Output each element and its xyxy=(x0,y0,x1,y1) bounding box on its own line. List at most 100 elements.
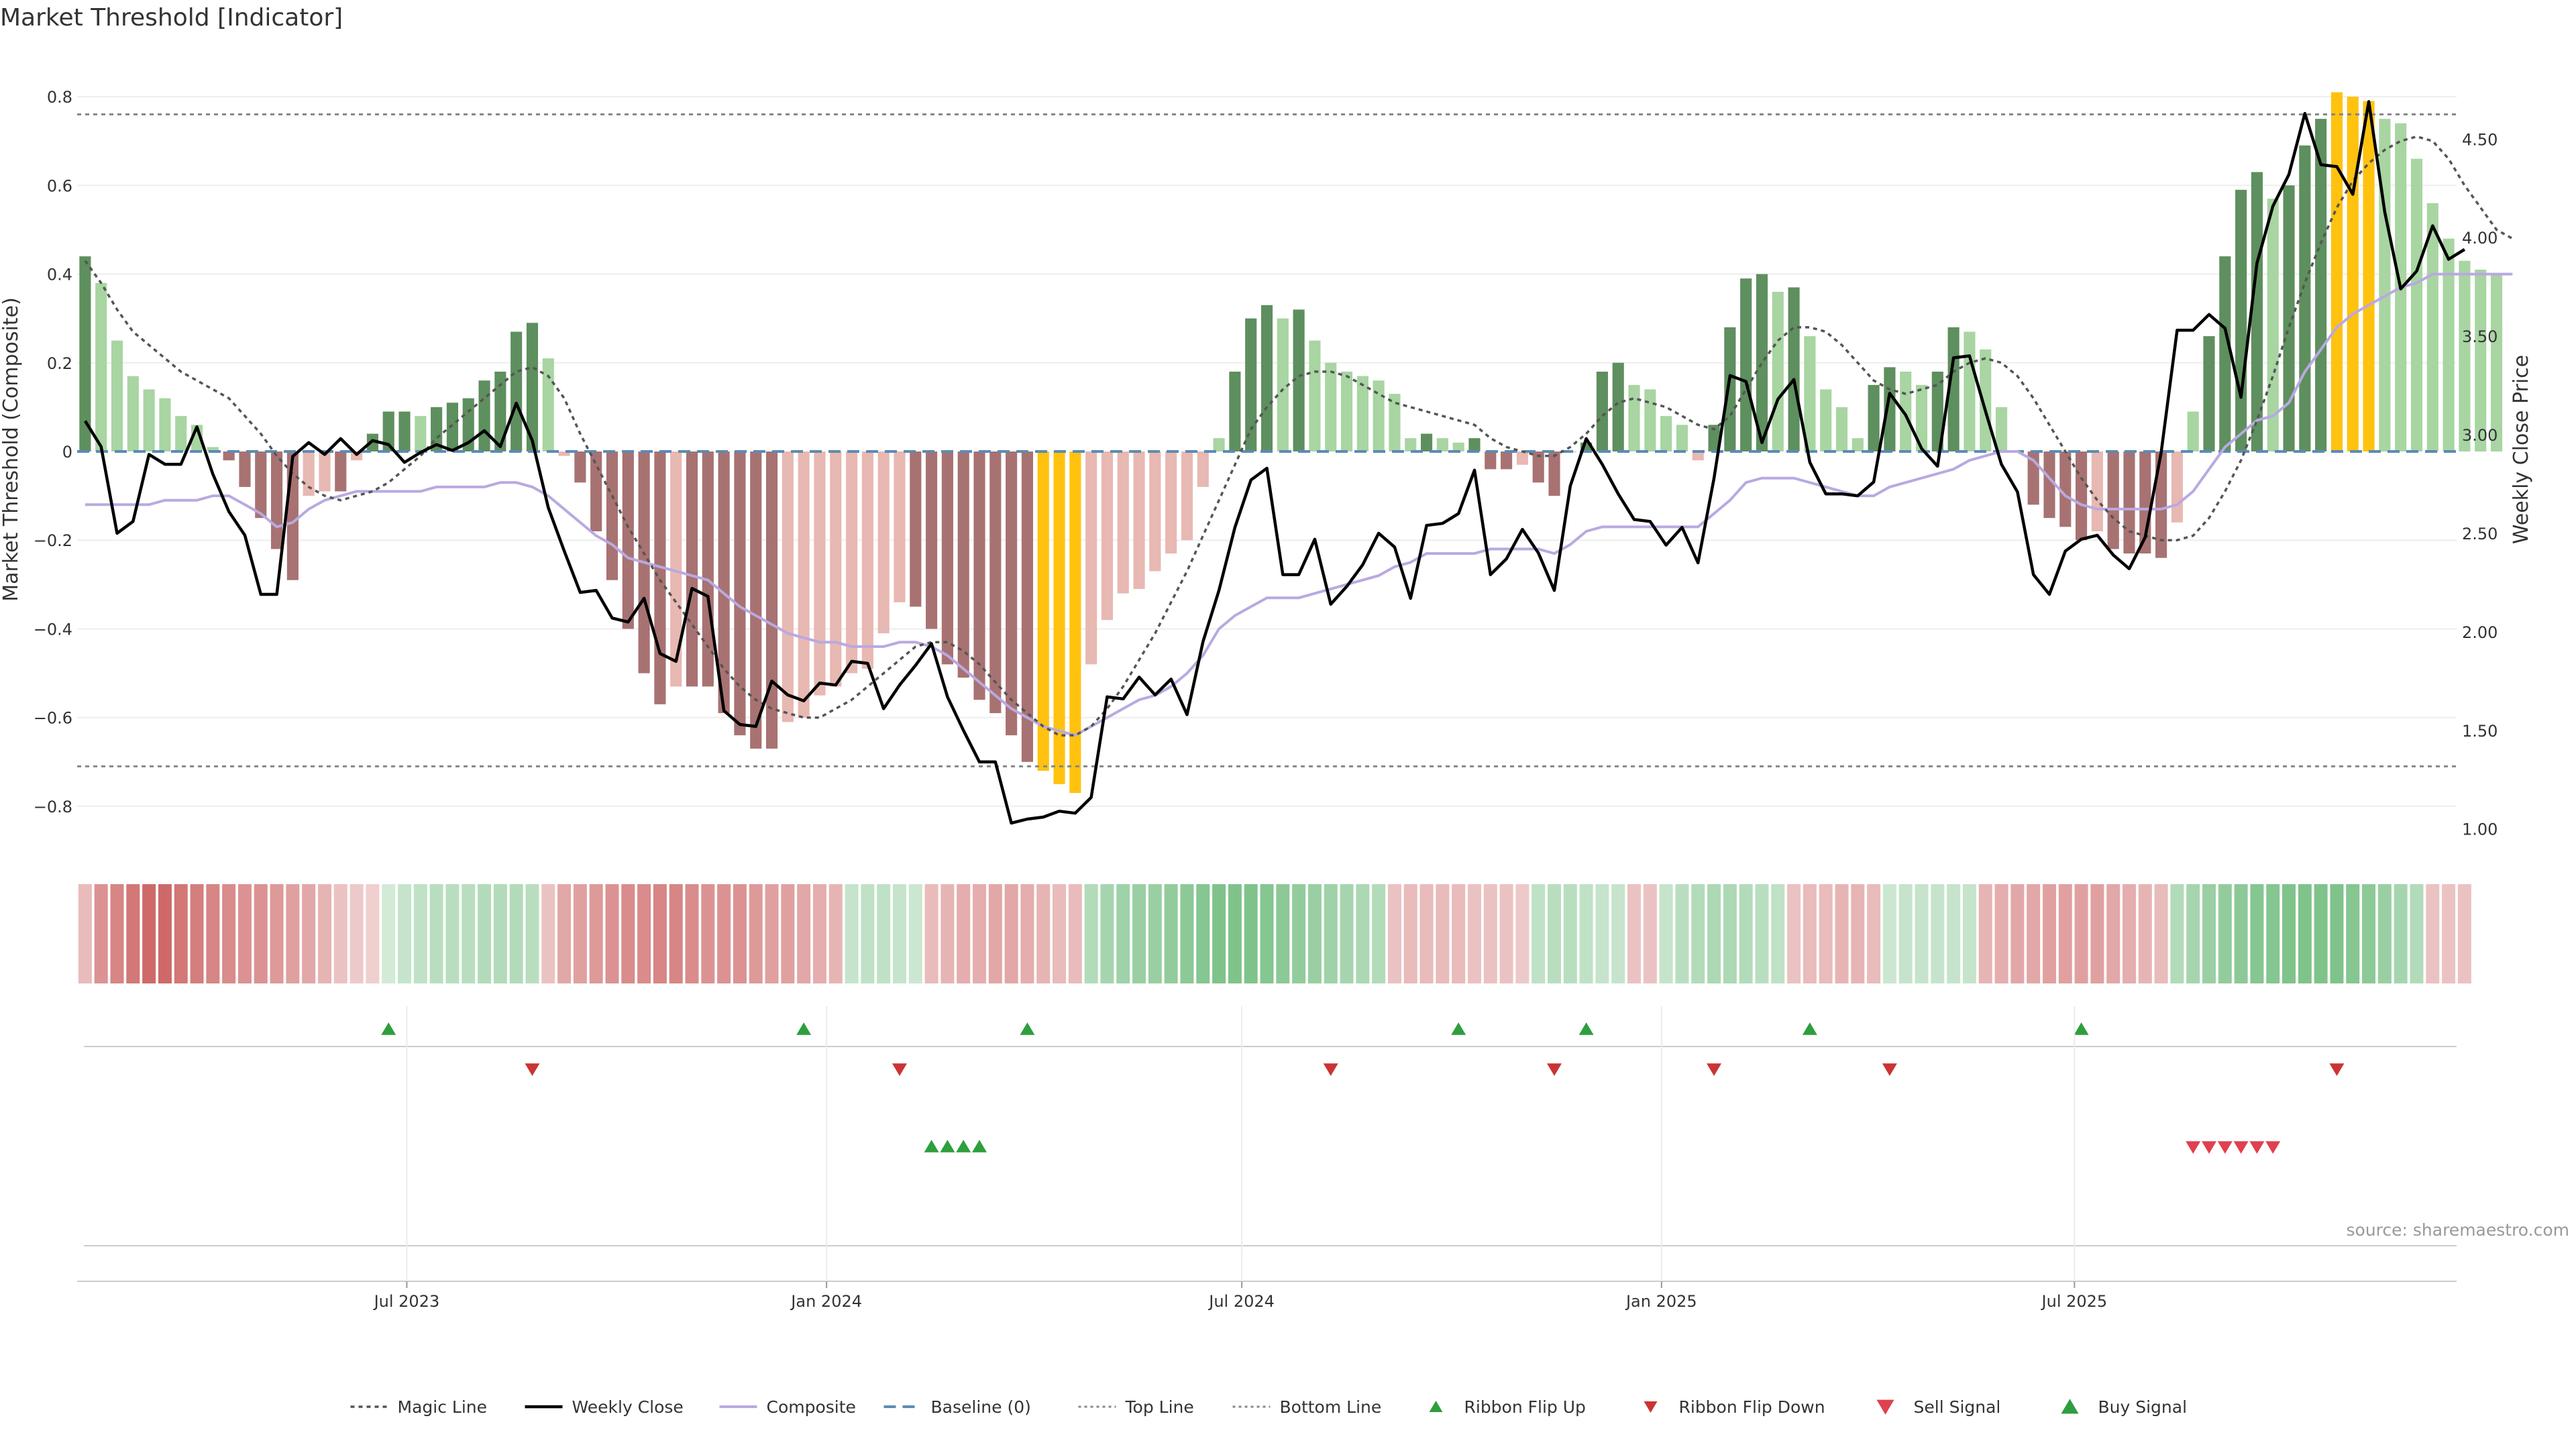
ribbon-cell xyxy=(2042,884,2056,983)
right-tick-label: 3.50 xyxy=(2462,327,2498,346)
composite-bar xyxy=(1436,438,1448,451)
ribbon-cell xyxy=(2154,884,2168,983)
ribbon-cell xyxy=(1340,884,1354,983)
composite-bar xyxy=(1756,274,1768,451)
composite-bar xyxy=(1293,309,1305,451)
ribbon-cell xyxy=(1771,884,1785,983)
composite-bar xyxy=(1995,407,2008,451)
ribbon-cell xyxy=(2170,884,2184,983)
ribbon-flip-down-marker xyxy=(892,1063,907,1076)
ribbon-cell xyxy=(126,884,140,983)
composite-bar xyxy=(2299,145,2311,452)
ribbon-cell xyxy=(1452,884,1466,983)
magic-line xyxy=(84,135,2514,737)
ribbon-cell xyxy=(1260,884,1274,983)
composite-bar xyxy=(1245,318,1257,451)
composite-bar xyxy=(1644,389,1656,451)
ribbon-cell xyxy=(1403,884,1417,983)
ribbon-cell xyxy=(1307,884,1322,983)
composite-bar xyxy=(1772,292,1784,451)
left-tick-label: 0.8 xyxy=(47,88,72,107)
composite-bar xyxy=(2315,119,2327,451)
composite-bar xyxy=(1676,425,1688,451)
composite-bar xyxy=(2203,336,2215,451)
legend-label: Buy Signal xyxy=(2098,1397,2188,1417)
composite-bar xyxy=(1356,376,1368,451)
ribbon-cell xyxy=(1228,884,1242,983)
sell-signal-marker xyxy=(2233,1141,2249,1154)
composite-bar xyxy=(2187,411,2199,451)
ribbon-cell xyxy=(1962,884,1976,983)
composite-bar xyxy=(2123,451,2135,554)
composite-bar xyxy=(111,340,123,451)
composite-bar xyxy=(845,451,858,674)
ribbon-cell xyxy=(1851,884,1865,983)
legend-label: Top Line xyxy=(1125,1397,1194,1417)
right-tick-label: 2.00 xyxy=(2462,623,2498,642)
ribbon-cell xyxy=(1994,884,2008,983)
ribbon-cell xyxy=(110,884,124,983)
composite-bar xyxy=(558,451,570,456)
composite-bar xyxy=(286,451,299,580)
ribbon-flip-up-marker xyxy=(796,1022,812,1035)
ribbon-cell xyxy=(2106,884,2121,983)
ribbon-cell xyxy=(749,884,763,983)
composite-bar xyxy=(1229,372,1241,451)
composite-bar xyxy=(2379,119,2391,451)
ribbon-cell xyxy=(2410,884,2424,983)
right-tick-label: 1.00 xyxy=(2462,820,2498,839)
ribbon-cell xyxy=(1867,884,1881,983)
gridlines xyxy=(77,96,2457,807)
composite-bar xyxy=(1165,451,1177,554)
composite-bar xyxy=(335,451,347,492)
composite-bar xyxy=(1628,384,1640,451)
composite-bar xyxy=(670,451,682,687)
composite-bar xyxy=(366,433,378,451)
composite-bar xyxy=(1900,372,1912,451)
ribbon-cell xyxy=(1547,884,1561,983)
composite-bar xyxy=(1037,451,1049,771)
ribbon-cell xyxy=(1436,884,1450,983)
ribbon-cell xyxy=(1898,884,1913,983)
ribbon-cell xyxy=(1915,884,1929,983)
ribbon-cell xyxy=(1595,884,1609,983)
composite-bar xyxy=(622,451,634,629)
composite-bar xyxy=(2235,189,2247,451)
composite-bar xyxy=(1213,438,1225,451)
ribbon-cell xyxy=(812,884,826,983)
composite-bar xyxy=(2107,451,2119,549)
ribbon-cell xyxy=(1675,884,1689,983)
composite-bar xyxy=(2410,158,2423,451)
composite-bar xyxy=(2219,256,2231,451)
ribbon-cell xyxy=(2298,884,2312,983)
ribbon-flip-up-marker xyxy=(2074,1022,2089,1035)
sell-signal-marker xyxy=(2249,1141,2265,1154)
ribbon-cell xyxy=(941,884,955,983)
ribbon-flip-down-marker xyxy=(525,1063,540,1076)
ribbon-cell xyxy=(1723,884,1737,983)
ribbon-flip-up-marker xyxy=(381,1022,396,1035)
buy-signal-marker xyxy=(924,1140,939,1152)
ribbon-cell xyxy=(797,884,811,983)
ribbon-cell xyxy=(2457,884,2471,983)
ribbon-flip-down-marker xyxy=(2329,1063,2345,1076)
ribbon-cell xyxy=(1579,884,1593,983)
ribbon-cell xyxy=(1563,884,1577,983)
ribbon-cell xyxy=(1835,884,1849,983)
composite-bar xyxy=(2459,260,2471,451)
ribbon-cell xyxy=(509,884,523,983)
composite-bar xyxy=(79,256,91,451)
ribbon-cell xyxy=(2266,884,2280,983)
ribbon-cell xyxy=(781,884,795,983)
composite-bar xyxy=(894,451,906,602)
ribbon-cell xyxy=(317,884,331,983)
composite-bar xyxy=(2171,451,2183,523)
ribbon-flip-down-marker xyxy=(1707,1063,1722,1076)
sell-signal-marker xyxy=(2186,1141,2201,1154)
x-tick-label: Jul 2023 xyxy=(373,1292,440,1311)
composite-bar xyxy=(1085,451,1097,665)
composite-bar xyxy=(718,451,730,714)
ribbon-cell xyxy=(2186,884,2200,983)
ribbon-cell xyxy=(2314,884,2328,983)
ribbon-cell xyxy=(2027,884,2041,983)
